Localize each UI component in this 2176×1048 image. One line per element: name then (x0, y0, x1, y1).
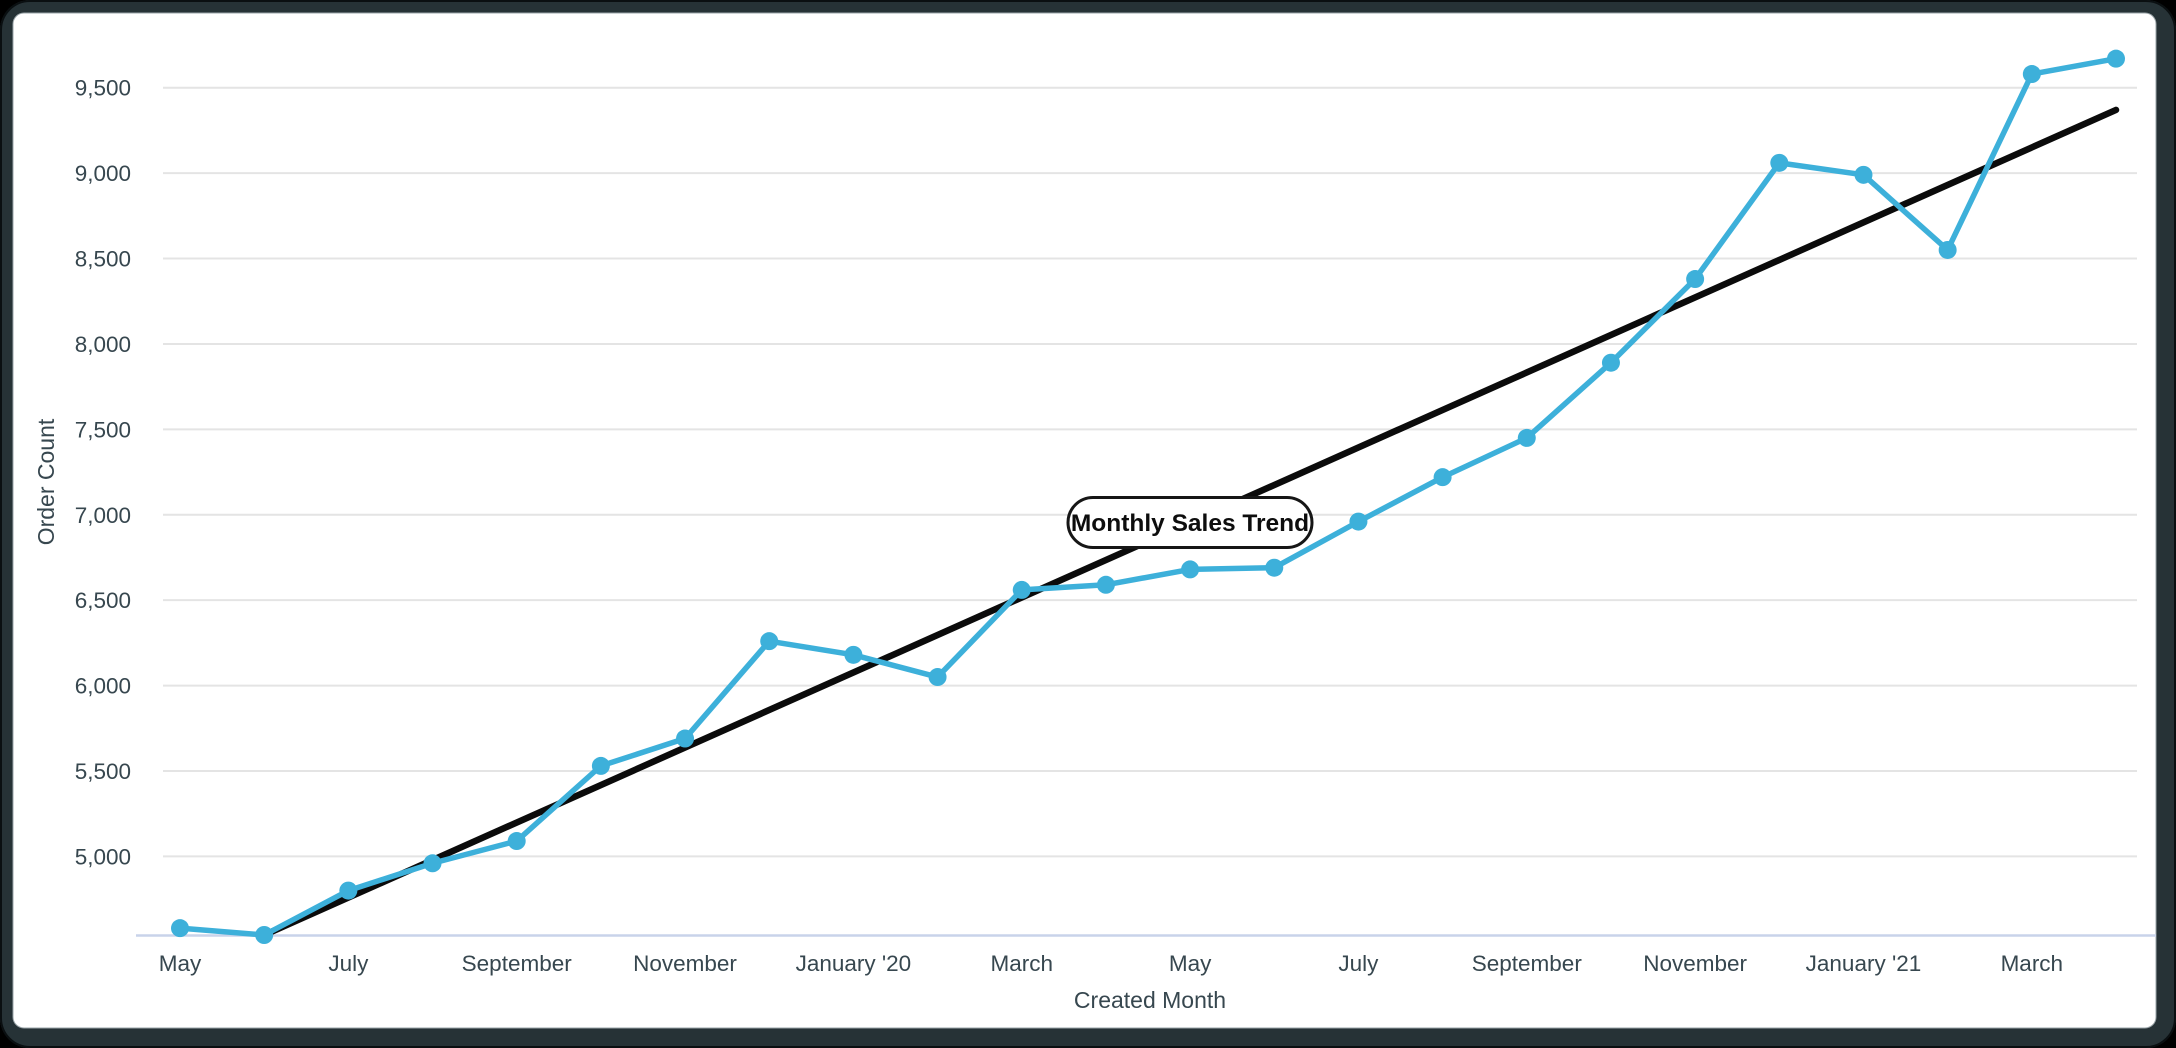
x-tick-label: November (1643, 951, 1747, 976)
y-tick-label: 8,000 (75, 332, 131, 357)
data-point[interactable] (423, 854, 442, 873)
data-point[interactable] (1854, 165, 1873, 184)
data-point[interactable] (255, 926, 274, 944)
data-point[interactable] (339, 881, 358, 900)
trend-pill-label: Monthly Sales Trend (1071, 510, 1309, 537)
x-tick-label: January '20 (796, 951, 912, 976)
order-count-line (177, 55, 2119, 938)
x-tick-label: September (1472, 951, 1583, 976)
y-tick-label: 5,500 (75, 759, 131, 784)
x-tick-label: March (990, 951, 1053, 976)
data-point[interactable] (1770, 153, 1789, 172)
data-point[interactable] (844, 645, 863, 664)
y-tick-label: 7,000 (75, 503, 131, 528)
y-axis-tick-labels: 5,000 5,500 6,000 6,500 7,000 7,500 8,000 8,500… (75, 76, 131, 870)
data-point[interactable] (760, 632, 779, 651)
trend-label-pill: Monthly Sales Trend (1066, 496, 1314, 549)
data-point[interactable] (1265, 558, 1284, 577)
data-point[interactable] (1096, 575, 1115, 594)
data-point[interactable] (1433, 468, 1452, 487)
data-point[interactable] (171, 919, 189, 938)
data-point[interactable] (1012, 580, 1031, 599)
data-point[interactable] (928, 668, 947, 687)
x-tick-label: March (2001, 951, 2064, 976)
y-tick-label: 5,000 (75, 844, 131, 869)
gridlines (163, 86, 2137, 858)
x-tick-label: November (633, 951, 737, 976)
trend-pill-background (1066, 496, 1314, 549)
x-tick-label: September (462, 951, 573, 976)
y-tick-label: 8,500 (75, 247, 131, 272)
data-point[interactable] (1349, 512, 1368, 531)
y-tick-label: 6,500 (75, 588, 131, 613)
x-axis-tick-labels: May July September November January '20 March… (159, 951, 2063, 976)
data-point[interactable] (1686, 270, 1705, 289)
y-tick-label: 7,500 (75, 417, 131, 442)
data-point[interactable] (2022, 65, 2041, 84)
data-point[interactable] (2107, 49, 2125, 68)
data-point[interactable] (1517, 428, 1536, 447)
x-tick-label: July (328, 951, 369, 976)
y-tick-label: 9,000 (75, 161, 131, 186)
data-point[interactable] (1938, 240, 1957, 259)
data-point[interactable] (591, 756, 610, 775)
y-axis-title: Order Count (33, 418, 59, 545)
y-tick-label: 9,500 (75, 76, 131, 101)
y-tick-label: 6,000 (75, 674, 131, 699)
order-count-series (171, 49, 2125, 944)
data-point[interactable] (1601, 353, 1620, 372)
x-tick-label: May (1169, 951, 1212, 976)
data-point[interactable] (1181, 560, 1200, 579)
x-axis-title: Created Month (1074, 987, 1226, 1013)
x-tick-label: May (159, 951, 202, 976)
x-tick-label: January '21 (1806, 951, 1922, 976)
x-tick-label: July (1338, 951, 1379, 976)
data-point[interactable] (507, 832, 526, 851)
data-point[interactable] (676, 729, 695, 748)
